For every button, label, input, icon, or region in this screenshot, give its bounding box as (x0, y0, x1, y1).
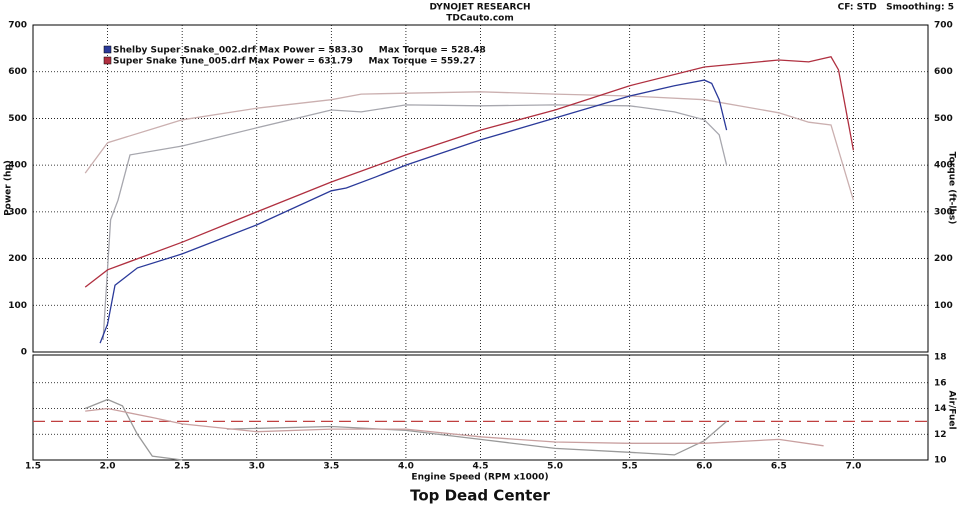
footer: Top Dead Center (410, 487, 550, 505)
afr-tick-label: 14 (934, 404, 947, 414)
y-tick-label: 400 (8, 161, 27, 171)
plot-frame (32, 24, 929, 353)
y2-tick-label: 400 (934, 161, 953, 171)
data-line (102, 104, 728, 340)
x-tick-label: 3.0 (249, 462, 265, 472)
y-tick-label: 700 (8, 21, 27, 31)
x-tick-label: 4.0 (398, 462, 414, 472)
y2-tick-label: 500 (934, 114, 953, 124)
x-tick-label: 4.5 (473, 462, 489, 472)
legend-swatch (103, 56, 112, 65)
chart-title: DYNOJET RESEARCH (429, 3, 530, 13)
x-tick-label: 2.0 (100, 462, 116, 472)
legend-swatch (103, 45, 112, 54)
y-axis-label: Power (hp) (4, 160, 14, 216)
x-tick-label: 6.0 (696, 462, 712, 472)
data-line (84, 398, 728, 461)
x-tick-label: 6.5 (771, 462, 787, 472)
x-tick-label: 2.5 (174, 462, 190, 472)
data-line (85, 407, 824, 447)
x-tick-label: 1.5 (25, 462, 41, 472)
legend-entry: Shelby Super Snake_002.drf Max Power = 5… (113, 46, 486, 56)
x-tick-label: 5.0 (547, 462, 563, 472)
afr-tick-label: 12 (934, 430, 947, 440)
y-tick-label: 0 (21, 348, 27, 358)
x-tick-label: 3.5 (323, 462, 339, 472)
afr-axis-label: Air/Fuel (947, 390, 957, 429)
x-tick-label: 5.5 (622, 462, 638, 472)
data-line (84, 56, 855, 288)
y2-tick-label: 100 (934, 301, 953, 311)
y2-tick-label: 300 (934, 207, 953, 217)
legend-entry: Super Snake Tune_005.drf Max Power = 631… (113, 57, 476, 67)
y2-tick-label: 200 (934, 254, 953, 264)
data-line (99, 79, 728, 344)
x-axis-label: Engine Speed (RPM x1000) (411, 473, 548, 483)
afr-tick-label: 16 (934, 378, 947, 388)
y-tick-label: 600 (8, 67, 27, 77)
y-tick-label: 200 (8, 254, 27, 264)
y-tick-label: 500 (8, 114, 27, 124)
x-tick-label: 7.0 (845, 462, 861, 472)
y2-tick-label: 600 (934, 67, 953, 77)
chart-subtitle: TDCauto.com (446, 14, 514, 24)
settings: CF: STD Smoothing: 5 (838, 3, 954, 13)
y-tick-label: 100 (8, 301, 27, 311)
y2-tick-label: 700 (934, 21, 953, 31)
y2-axis-label: Torque (ft-lbs) (947, 152, 957, 225)
afr-tick-label: 18 (934, 353, 947, 363)
afr-tick-label: 10 (934, 456, 947, 466)
y-tick-label: 300 (8, 207, 27, 217)
data-line (84, 91, 855, 201)
